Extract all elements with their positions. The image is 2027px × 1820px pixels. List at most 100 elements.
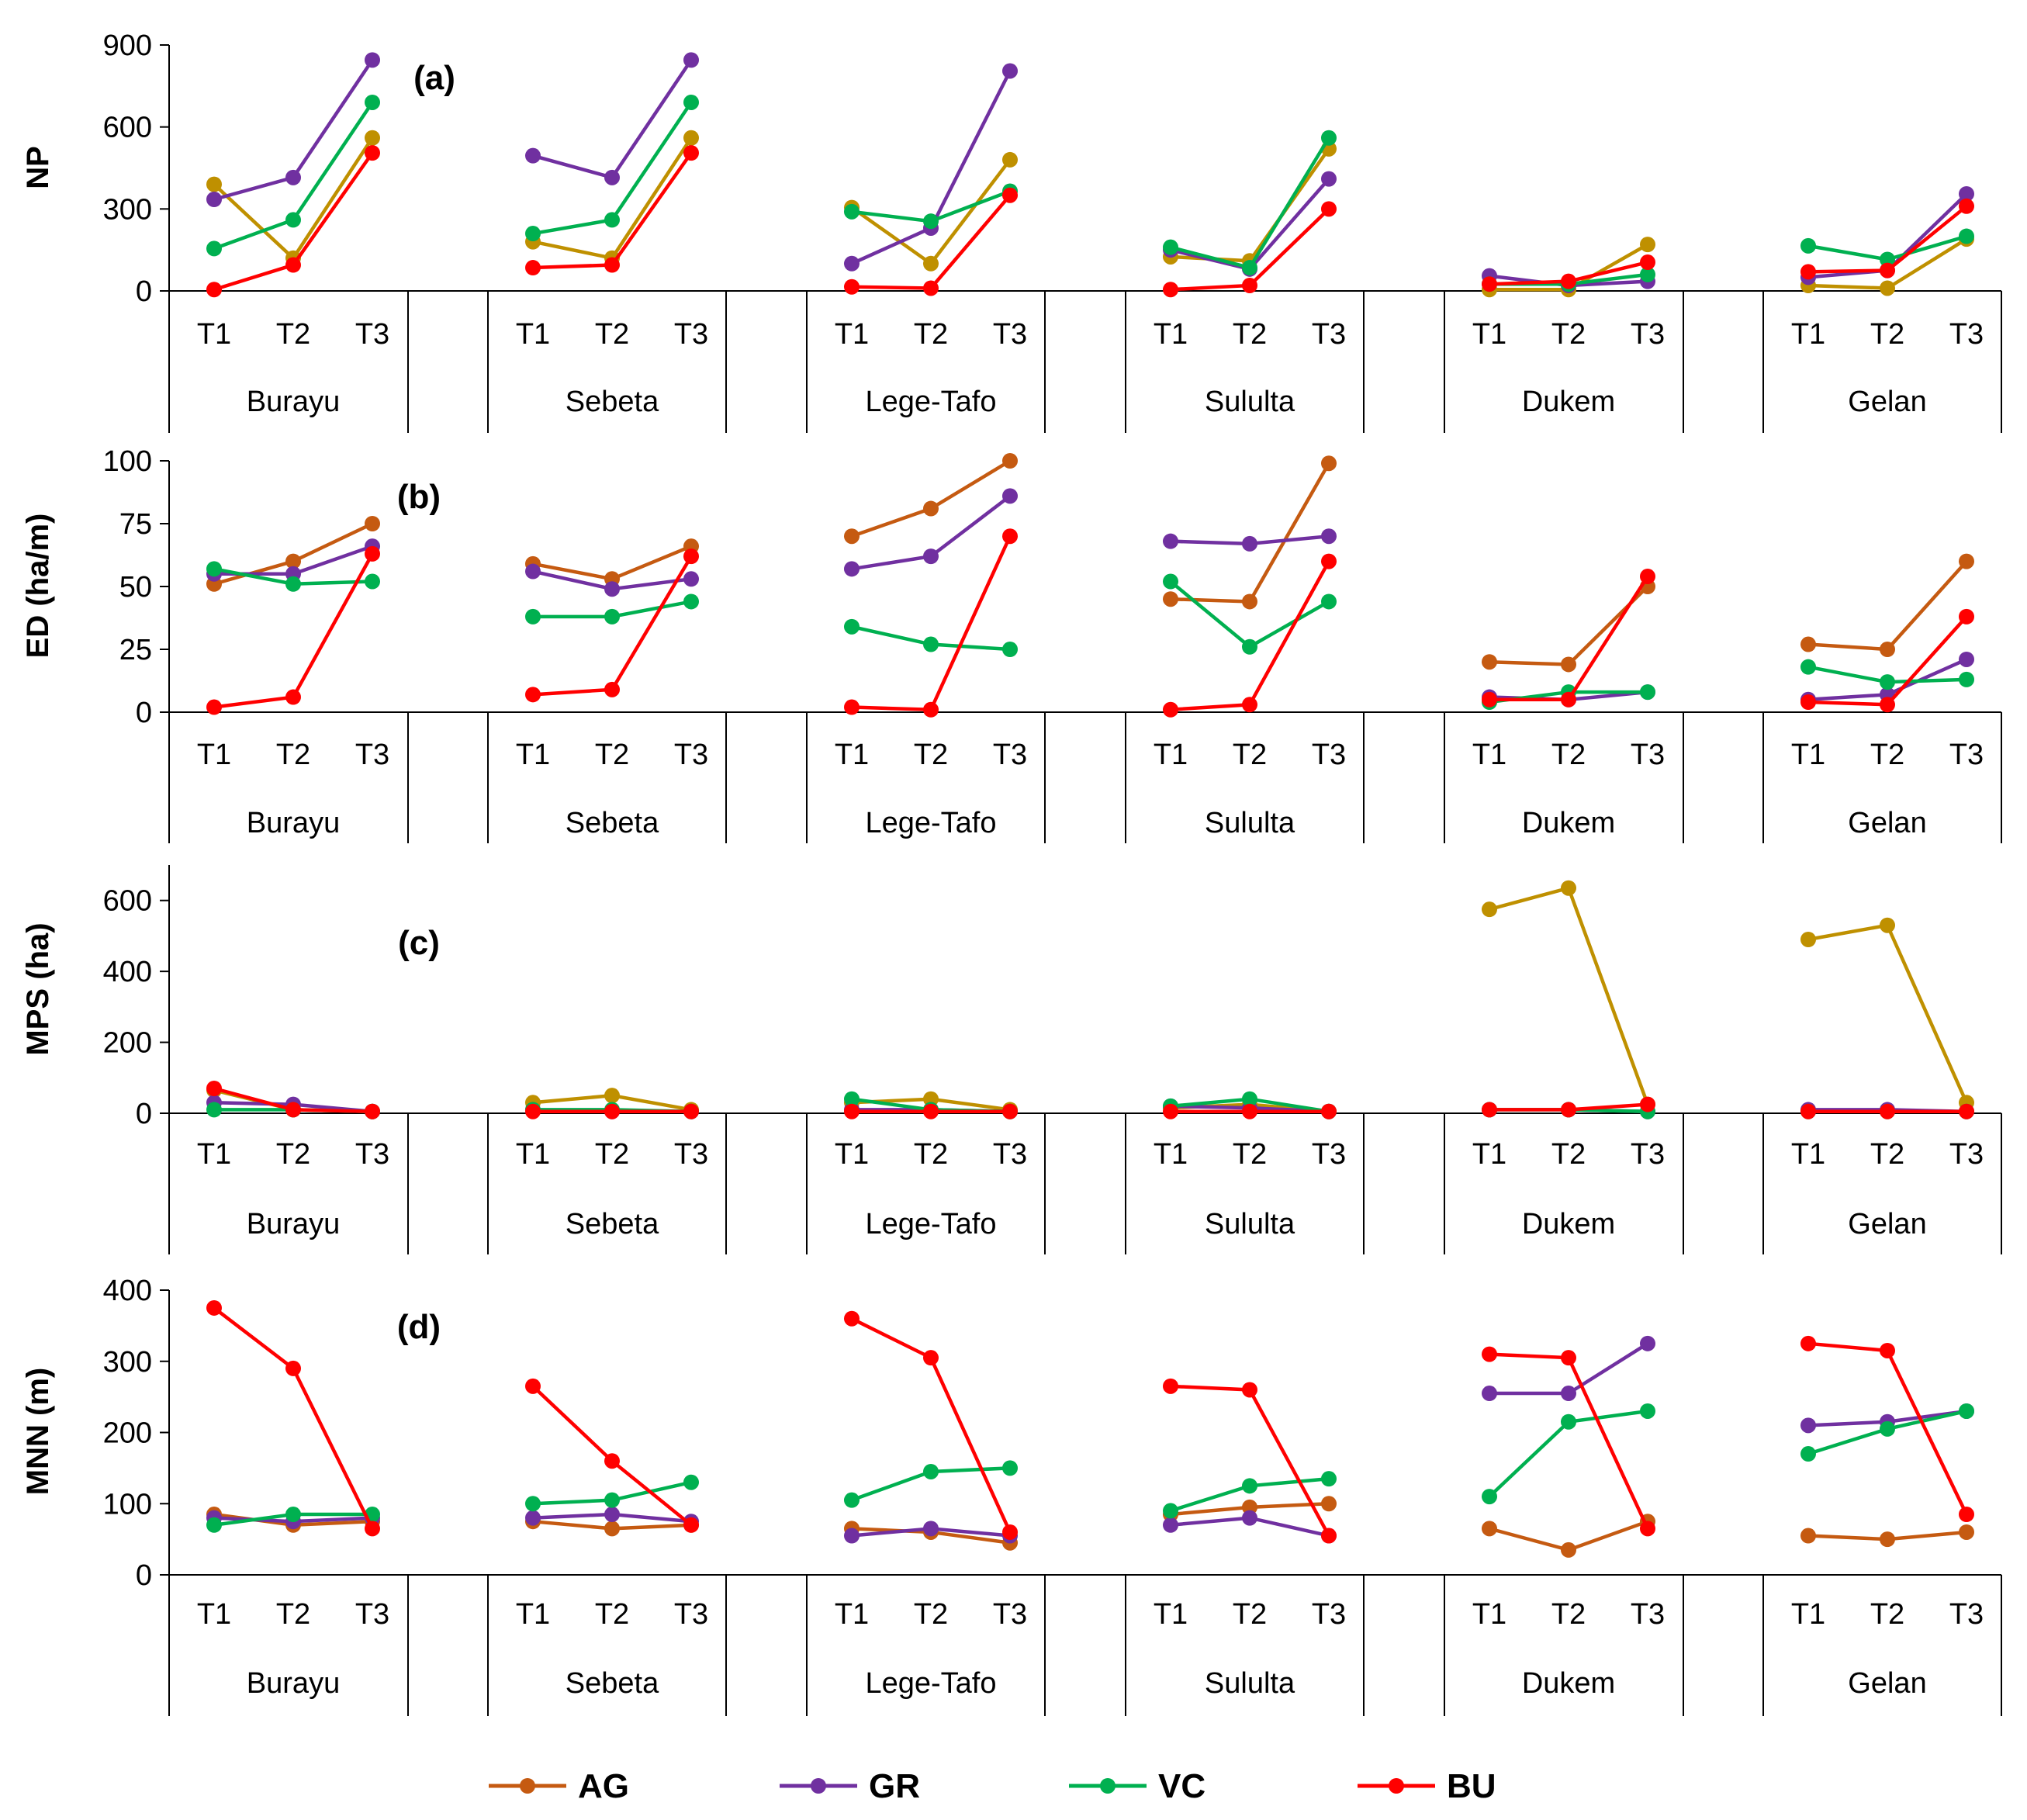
data-point-vc	[604, 608, 620, 625]
data-point-bu	[285, 1102, 301, 1118]
data-point-bu	[1321, 553, 1337, 569]
data-point-vc	[844, 1091, 860, 1107]
legend-marker-vc	[1100, 1778, 1116, 1794]
data-point-vc	[604, 1492, 620, 1508]
data-point-ag	[1002, 151, 1018, 168]
data-point-vc	[1800, 237, 1816, 254]
data-point-ag	[285, 553, 301, 569]
group-label: Dukem	[1522, 1208, 1615, 1240]
data-point-bu	[365, 1521, 380, 1537]
y-tick-label: 300	[103, 193, 152, 226]
x-tick-label: T2	[1233, 318, 1267, 351]
group-label: Gelan	[1848, 807, 1926, 839]
x-tick-label: T1	[197, 739, 231, 771]
data-point-bu	[1002, 528, 1018, 545]
data-point-bu	[844, 699, 860, 715]
x-tick-label: T1	[197, 1138, 231, 1171]
data-point-bu	[1321, 1528, 1337, 1544]
data-point-bu	[206, 282, 222, 298]
data-point-gr	[1163, 1517, 1178, 1533]
legend-label-ag: AG	[578, 1767, 629, 1805]
x-tick-label: T1	[1154, 1598, 1188, 1631]
data-point-gr	[1163, 533, 1178, 549]
data-point-gr	[844, 1528, 860, 1544]
group-label: Dukem	[1522, 386, 1615, 418]
data-point-bu	[1800, 1335, 1816, 1351]
data-point-gr	[365, 52, 380, 68]
data-point-bu	[844, 1103, 860, 1119]
group-label: Dukem	[1522, 807, 1615, 839]
data-point-gr	[1242, 535, 1257, 552]
data-point-ag	[1242, 1499, 1257, 1515]
data-point-vc	[365, 573, 380, 590]
data-point-bu	[1640, 1521, 1655, 1537]
x-tick-label: T3	[993, 1138, 1027, 1171]
x-tick-label: T2	[1870, 739, 1904, 771]
data-point-ag	[683, 130, 699, 146]
data-point-vc	[1242, 1091, 1257, 1107]
data-point-bu	[285, 257, 301, 273]
data-point-bu	[1959, 198, 1974, 214]
data-point-ag	[923, 255, 939, 272]
data-point-vc	[525, 226, 541, 242]
data-point-gr	[525, 563, 541, 580]
data-point-bu	[923, 701, 939, 718]
data-point-bu	[1561, 273, 1576, 289]
x-tick-label: T3	[674, 739, 708, 771]
data-point-vc	[525, 1496, 541, 1512]
data-point-ag	[923, 500, 939, 517]
data-point-gr	[604, 581, 620, 597]
data-point-gr	[1321, 528, 1337, 545]
x-tick-label: T2	[1233, 739, 1267, 771]
data-point-bu	[604, 1453, 620, 1469]
data-point-vc	[923, 1463, 939, 1479]
data-point-ag	[1640, 237, 1655, 253]
x-tick-label: T3	[1631, 739, 1665, 771]
x-tick-label: T3	[1631, 1138, 1665, 1171]
data-point-bu	[1242, 277, 1257, 293]
x-tick-label: T3	[993, 1598, 1027, 1631]
data-point-gr	[1959, 651, 1974, 667]
data-point-gr	[1959, 185, 1974, 202]
data-point-vc	[1959, 1403, 1974, 1419]
data-point-vc	[1321, 1471, 1337, 1487]
x-tick-label: T3	[674, 1138, 708, 1171]
data-point-gr	[844, 255, 860, 272]
x-tick-label: T3	[674, 1598, 708, 1631]
data-point-vc	[604, 212, 620, 228]
data-point-bu	[1163, 282, 1178, 298]
data-point-ag	[1880, 917, 1895, 933]
data-point-vc	[683, 94, 699, 110]
data-point-gr	[1002, 488, 1018, 504]
group-label: Lege-Tafo	[865, 1667, 996, 1700]
x-tick-label: T3	[1631, 1598, 1665, 1631]
group-label: Sululta	[1205, 386, 1295, 418]
x-tick-label: T1	[1154, 318, 1188, 351]
data-point-ag	[604, 1521, 620, 1537]
x-tick-label: T2	[914, 1138, 948, 1171]
x-tick-label: T3	[993, 318, 1027, 351]
x-tick-label: T1	[835, 739, 869, 771]
x-tick-label: T2	[595, 318, 629, 351]
data-point-gr	[923, 548, 939, 565]
y-tick-label: 400	[103, 1275, 152, 1307]
data-point-vc	[1640, 684, 1655, 701]
group-label: Sululta	[1205, 1667, 1295, 1700]
data-point-gr	[604, 169, 620, 185]
series-line-ag	[532, 137, 693, 261]
x-tick-label: T1	[1791, 1598, 1825, 1631]
data-point-bu	[604, 1103, 620, 1119]
data-point-vc	[1002, 642, 1018, 657]
data-point-vc	[923, 213, 939, 230]
data-point-ag	[1321, 455, 1337, 472]
x-tick-label: T3	[1949, 318, 1984, 351]
data-point-gr	[604, 1507, 620, 1523]
data-point-bu	[365, 1103, 380, 1119]
y-tick-label: 200	[103, 1027, 152, 1060]
data-point-bu	[844, 1310, 860, 1327]
data-point-ag	[1800, 1528, 1816, 1544]
data-point-ag	[1959, 1524, 1974, 1540]
y-tick-label: 600	[103, 112, 152, 144]
